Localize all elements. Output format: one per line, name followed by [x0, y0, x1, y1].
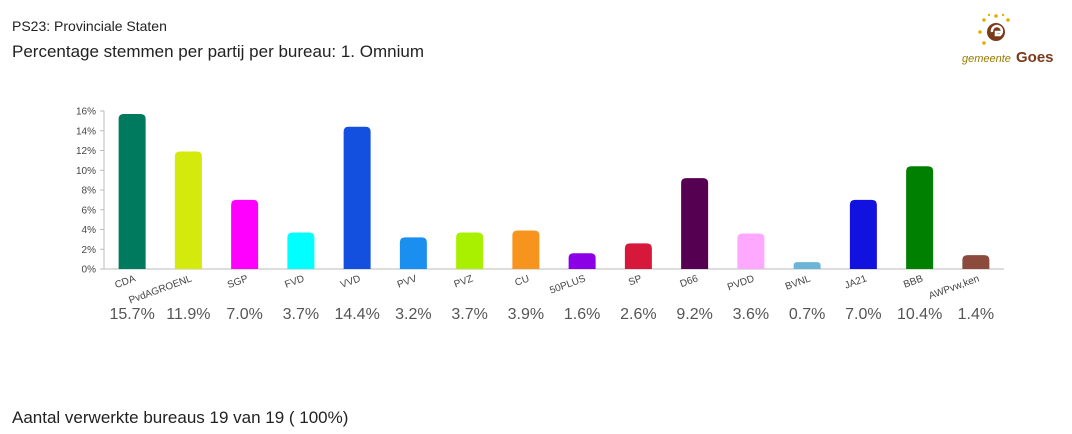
x-tick-label: D66 — [679, 273, 700, 290]
x-tick-label: SP — [627, 273, 644, 288]
x-tick-label: CU — [514, 273, 531, 288]
x-tick-label: BVNL — [784, 273, 813, 292]
x-tick-label: PVZ — [453, 273, 475, 290]
bar — [118, 113, 146, 270]
title: Percentage stemmen per partij per bureau… — [12, 42, 424, 61]
bar — [287, 232, 315, 269]
value-label: 3.7% — [451, 306, 487, 323]
x-tick-label: 50PLUS — [548, 273, 587, 296]
x-tick-label: PvdAGROENL — [127, 273, 193, 306]
value-label: 1.4% — [958, 306, 994, 323]
bar — [681, 178, 709, 269]
bar — [793, 262, 821, 269]
value-label: 0.7% — [789, 306, 825, 323]
bar — [849, 199, 877, 269]
x-tick-label: PVDD — [726, 273, 756, 293]
y-tick-label: 0% — [82, 265, 97, 276]
subtitle: PS23: Provinciale Staten — [12, 18, 167, 34]
bar — [737, 233, 765, 269]
y-tick-label: 2% — [82, 245, 97, 256]
bar — [399, 237, 427, 269]
value-label: 1.6% — [564, 306, 600, 323]
value-label: 7.0% — [845, 306, 881, 323]
bar — [456, 232, 484, 269]
value-label: 10.4% — [897, 306, 942, 323]
x-tick-label: AWPvw,ken — [927, 273, 981, 301]
bar — [174, 151, 202, 269]
x-tick-label: SGP — [226, 273, 250, 291]
value-label: 11.9% — [166, 306, 210, 323]
y-tick-label: 12% — [76, 146, 96, 157]
value-label: 3.7% — [283, 306, 319, 323]
bar — [343, 126, 371, 269]
value-label: 14.4% — [334, 306, 379, 323]
value-label: 15.7% — [109, 306, 154, 323]
x-tick-label: JA21 — [843, 273, 869, 291]
y-tick-label: 14% — [76, 126, 96, 137]
y-tick-label: 4% — [82, 225, 97, 236]
x-tick-label: VVD — [339, 273, 362, 290]
bar — [568, 253, 596, 269]
y-tick-label: 8% — [82, 186, 97, 197]
y-tick-label: 6% — [82, 205, 97, 216]
x-tick-label: CDA — [114, 273, 138, 291]
value-label: 3.6% — [733, 306, 769, 323]
value-label: 2.6% — [620, 306, 656, 323]
bar — [624, 243, 652, 269]
y-tick-label: 16% — [76, 107, 96, 118]
y-tick-label: 10% — [76, 166, 96, 177]
logo-small: gemeente — [962, 53, 1011, 65]
bar — [962, 255, 990, 269]
bar — [512, 230, 540, 269]
value-label: 3.2% — [395, 306, 431, 323]
bar — [906, 166, 934, 269]
logo: gemeente Goes — [962, 13, 1054, 66]
bar — [231, 199, 259, 269]
x-tick-label: PVV — [396, 273, 419, 290]
value-label: 3.9% — [508, 306, 544, 323]
x-tick-label: BBB — [902, 273, 925, 290]
footer: Aantal verwerkte bureaus 19 van 19 ( 100… — [12, 408, 349, 427]
value-label: 9.2% — [676, 306, 712, 323]
chart: 0% 2% 4% 6% 8% 10% 12% 14% 16% CDA 15.7%PvdAGROENL… — [76, 107, 1004, 323]
value-label: 7.0% — [226, 306, 262, 323]
x-tick-label: FVD — [283, 273, 306, 290]
logo-big: Goes — [1016, 49, 1054, 66]
